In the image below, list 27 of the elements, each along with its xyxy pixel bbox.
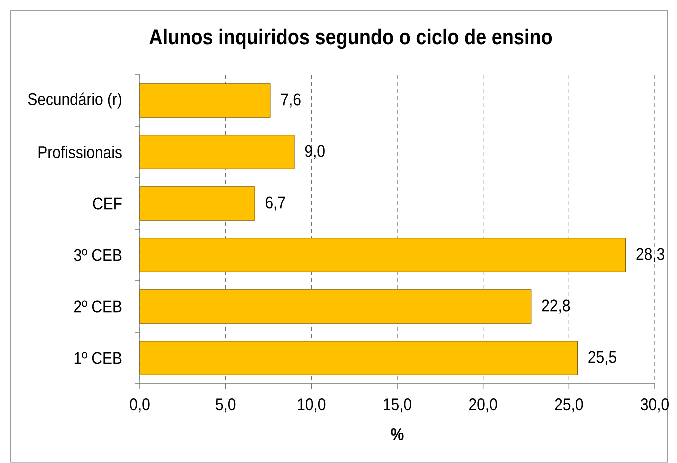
y-tick-label: Secundário (r) [28, 92, 122, 109]
y-tick-label: 2º CEB [74, 300, 122, 313]
y-tick-label: 3º CEB [74, 249, 122, 262]
x-tick-label: 0,0 [130, 398, 150, 413]
data-label: 22,8 [542, 300, 570, 314]
bar [140, 135, 295, 170]
y-tick-label: CEF [93, 198, 122, 210]
bar [140, 290, 532, 324]
bar [140, 186, 256, 221]
x-tick-label: 15,0 [384, 398, 412, 413]
y-tick-label: 1º CEB [74, 352, 122, 364]
x-axis-title: % [391, 428, 404, 440]
data-label: 9,0 [305, 145, 325, 160]
bar [140, 238, 626, 272]
x-tick-label: 20,0 [470, 398, 498, 413]
x-tick-label: 30,0 [641, 398, 669, 413]
x-tick-label: 25,0 [555, 398, 584, 413]
data-label: 25,5 [588, 351, 616, 366]
chart-title: Alunos inquiridos segundo o ciclo de ensino [150, 28, 552, 50]
x-tick-label: 5,0 [216, 398, 236, 413]
data-label: 6,7 [266, 196, 286, 211]
y-tick-label: Profissionais [38, 146, 122, 158]
data-label: 28,3 [636, 248, 664, 262]
bar [140, 84, 271, 118]
data-label: 7,6 [281, 94, 301, 108]
bar [140, 341, 578, 376]
x-tick-label: 10,0 [298, 398, 326, 413]
